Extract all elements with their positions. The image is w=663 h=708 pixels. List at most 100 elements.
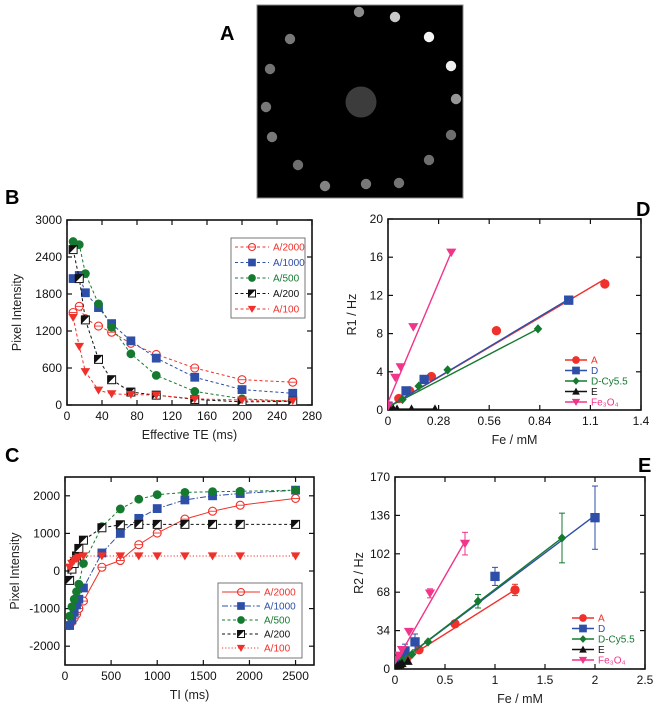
x-tick-label: 500 xyxy=(101,669,121,683)
data-point xyxy=(107,322,117,332)
data-point xyxy=(152,519,162,529)
data-point xyxy=(69,607,79,617)
legend-label: A/1000 xyxy=(264,602,296,613)
x-tick-label: 2000 xyxy=(236,669,263,683)
vial-spot xyxy=(450,93,462,105)
data-point xyxy=(126,336,136,346)
data-point xyxy=(134,519,144,529)
legend-item: A/200 xyxy=(222,630,291,641)
legend-marker xyxy=(579,635,587,643)
vial-spot xyxy=(360,178,372,190)
legend-item: A xyxy=(565,356,598,367)
legend-item: Fe₃O₄ xyxy=(572,656,626,667)
legend-label: Fe₃O₄ xyxy=(591,398,619,409)
series-fe3o4 xyxy=(388,248,457,410)
data-point xyxy=(74,543,84,553)
x-tick-label: 160 xyxy=(197,409,217,423)
data-point xyxy=(557,533,567,543)
data-point xyxy=(443,365,452,375)
legend-marker xyxy=(248,274,256,282)
legend-label: D xyxy=(598,624,605,635)
legend-item: E xyxy=(572,645,605,656)
panel-letter: C xyxy=(5,445,19,467)
data-point xyxy=(423,637,433,647)
y-tick-label: 0 xyxy=(383,662,390,676)
chart-panel-b: B 0 40 80 120 160 200 240 280 0 600 1200 1800 2400 300… xyxy=(5,187,322,442)
y-tick-label: 0 xyxy=(53,564,60,578)
data-point xyxy=(80,368,91,377)
vial-spot xyxy=(423,154,435,166)
x-tick-label: 1500 xyxy=(190,669,217,683)
data-point xyxy=(408,404,415,410)
data-point xyxy=(510,585,520,595)
data-point xyxy=(180,552,190,561)
legend-marker xyxy=(247,305,257,313)
legend-marker xyxy=(572,387,580,395)
plot-frame xyxy=(394,476,646,670)
legend-marker xyxy=(571,398,581,406)
data-point xyxy=(237,396,247,405)
y-tick-label: 34 xyxy=(377,624,391,638)
data-point xyxy=(152,528,162,538)
data-point xyxy=(287,397,298,405)
data-point xyxy=(208,487,217,497)
legend-marker xyxy=(248,258,256,267)
x-tick-label: 1.4 xyxy=(633,414,650,428)
vial-spot xyxy=(264,63,276,75)
x-tick-label: 0.84 xyxy=(528,414,552,428)
data-point xyxy=(600,279,610,289)
panel-letter: D xyxy=(636,199,650,221)
legend-label: A/2000 xyxy=(264,588,296,599)
data-point xyxy=(72,587,81,597)
x-tick-label: 280 xyxy=(302,409,322,423)
data-point xyxy=(396,645,408,655)
data-point xyxy=(151,371,161,380)
y-tick-label: 16 xyxy=(370,250,384,264)
series-d-cy5-5 xyxy=(395,512,567,667)
legend-label: A/200 xyxy=(273,289,300,300)
data-point xyxy=(180,488,190,497)
vial-spot xyxy=(266,131,278,143)
x-tick-label: 2.5 xyxy=(637,673,654,687)
data-point xyxy=(190,387,200,396)
legend-marker xyxy=(572,366,580,375)
legend-label: A/500 xyxy=(273,274,300,285)
legend-marker xyxy=(248,289,256,298)
y-tick-label: -1000 xyxy=(29,602,60,616)
data-point xyxy=(65,575,75,585)
legend-marker xyxy=(572,356,580,364)
data-point xyxy=(235,552,246,561)
legend-item: D xyxy=(572,624,605,635)
data-point xyxy=(388,402,394,410)
data-point xyxy=(134,513,144,523)
data-point xyxy=(288,388,298,398)
data-point xyxy=(80,288,90,298)
vial-spot xyxy=(445,129,457,141)
y-tick-label: 20 xyxy=(370,212,384,226)
x-tick-label: 40 xyxy=(95,409,109,423)
series-line xyxy=(72,317,293,402)
data-point xyxy=(79,559,88,568)
legend-label: E xyxy=(598,645,605,656)
data-point xyxy=(408,323,419,332)
y-tick-label: 136 xyxy=(370,508,390,522)
vial-spot xyxy=(353,6,365,18)
data-point xyxy=(107,375,117,385)
legend-item: A/100 xyxy=(222,644,291,655)
data-point xyxy=(134,540,144,550)
fit-line xyxy=(388,252,452,403)
legend-marker xyxy=(579,624,587,633)
data-point xyxy=(115,552,126,561)
y-tick-label: 102 xyxy=(370,547,390,561)
y-tick-label: 3000 xyxy=(35,213,62,227)
x-tick-label: 2500 xyxy=(282,669,309,683)
legend-item: D xyxy=(565,366,598,377)
legend-item: A/1000 xyxy=(222,602,296,613)
data-point xyxy=(235,519,245,529)
legend-marker xyxy=(579,614,587,622)
legend-label: A/2000 xyxy=(273,243,305,254)
series-line xyxy=(72,241,293,402)
phantom-spots xyxy=(260,6,462,192)
data-point xyxy=(395,656,401,665)
